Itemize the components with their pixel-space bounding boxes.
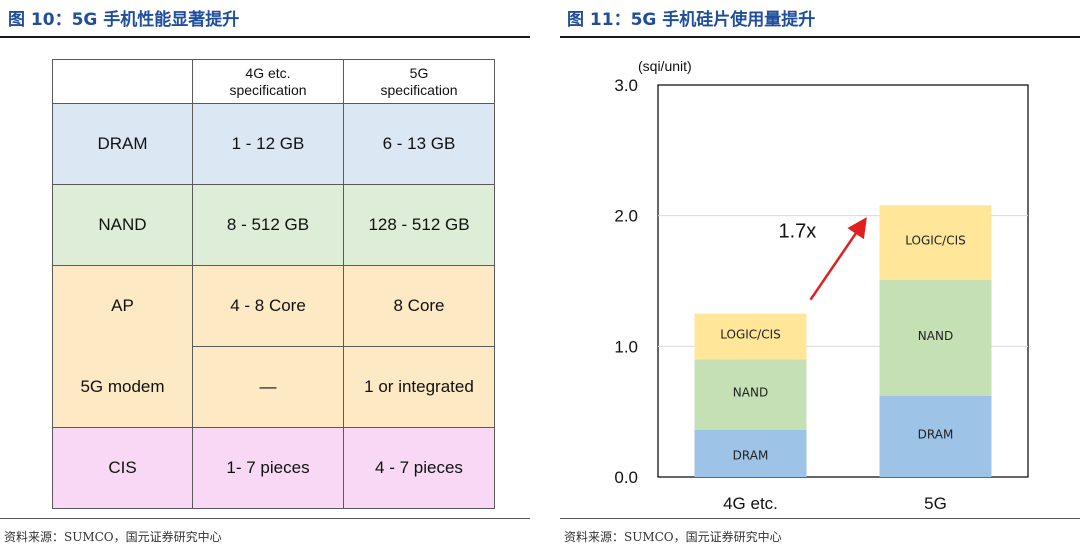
bar-segment — [879, 279, 992, 396]
segment-label: NAND — [918, 329, 953, 343]
row-label-nand: NAND — [52, 184, 193, 266]
bar-segment — [694, 359, 807, 430]
spec-table: 4G etc. specification 5G specification D… — [52, 59, 495, 509]
table-row-ap: AP 4 - 8 Core 8 Core — [52, 265, 495, 347]
cell-nand-4g: 8 - 512 GB — [192, 184, 344, 266]
table-row-dram: DRAM 1 - 12 GB 6 - 13 GB — [52, 103, 495, 185]
y-tick-label: 3.0 — [614, 76, 638, 95]
header-5g-line1: 5G — [409, 64, 429, 81]
header-5g: 5G specification — [343, 59, 495, 104]
cell-ap-5g: 8 Core — [343, 265, 495, 347]
cell-modem-4g: — — [192, 346, 344, 428]
x-tick-label: 5G — [924, 494, 947, 513]
left-bottom-rule — [0, 518, 530, 519]
left-panel-title: 图 10：5G 手机性能显著提升 — [8, 10, 240, 30]
right-panel-title: 图 11：5G 手机硅片使用量提升 — [567, 10, 816, 30]
left-source-note: 资料来源：SUMCO，国元证券研究中心 — [4, 530, 222, 544]
growth-arrow-icon — [809, 217, 867, 301]
right-title-rule — [560, 36, 1080, 38]
bar-segment — [879, 395, 992, 477]
table-row-cis: CIS 1- 7 pieces 4 - 7 pieces — [52, 427, 495, 509]
cell-dram-4g: 1 - 12 GB — [192, 103, 344, 185]
segment-label: LOGIC/CIS — [720, 328, 781, 342]
stacked-bar-chart: 0.0 1.0 2.0 3.0(sqi/unit) DRAM NAND LOGIC/CIS 4… — [614, 58, 1029, 513]
left-title-rule — [0, 36, 530, 38]
annotation-label: 1.7x — [779, 221, 817, 243]
header-empty-cell — [52, 59, 193, 104]
header-5g-line2: specification — [380, 81, 458, 98]
segment-label: DRAM — [733, 448, 769, 462]
right-source-note: 资料来源：SUMCO，国元证券研究中心 — [564, 530, 782, 544]
row-label-cis: CIS — [52, 427, 193, 509]
row-label-dram: DRAM — [52, 103, 193, 185]
bar-segment — [694, 313, 807, 360]
x-tick-label: 4G etc. — [723, 494, 778, 513]
row-label-ap: AP — [52, 265, 193, 347]
cell-cis-4g: 1- 7 pieces — [192, 427, 344, 509]
header-4g-line2: specification — [229, 81, 307, 98]
cell-dram-5g: 6 - 13 GB — [343, 103, 495, 185]
y-tick-label: 2.0 — [614, 207, 638, 226]
row-label-modem: 5G modem — [52, 346, 193, 428]
segment-label: NAND — [733, 386, 768, 400]
table-row-nand: NAND 8 - 512 GB 128 - 512 GB — [52, 184, 495, 266]
header-4g: 4G etc. specification — [192, 59, 344, 104]
y-unit-label: (sqi/unit) — [638, 58, 692, 74]
cell-nand-5g: 128 - 512 GB — [343, 184, 495, 266]
y-tick-label: 1.0 — [614, 337, 638, 356]
bar-segment — [694, 429, 807, 477]
y-tick-label: 0.0 — [614, 468, 638, 487]
cell-ap-4g: 4 - 8 Core — [192, 265, 344, 347]
bar-segment — [879, 205, 992, 280]
segment-label: LOGIC/CIS — [905, 233, 966, 247]
table-header-row: 4G etc. specification 5G specification — [52, 59, 495, 104]
plot-frame — [657, 84, 1029, 478]
cell-modem-5g: 1 or integrated — [343, 346, 495, 428]
right-bottom-rule — [560, 518, 1080, 519]
table-row-modem: 5G modem — 1 or integrated — [52, 346, 495, 428]
cell-cis-5g: 4 - 7 pieces — [343, 427, 495, 509]
segment-label: DRAM — [918, 427, 954, 441]
header-4g-line1: 4G etc. — [245, 64, 291, 81]
